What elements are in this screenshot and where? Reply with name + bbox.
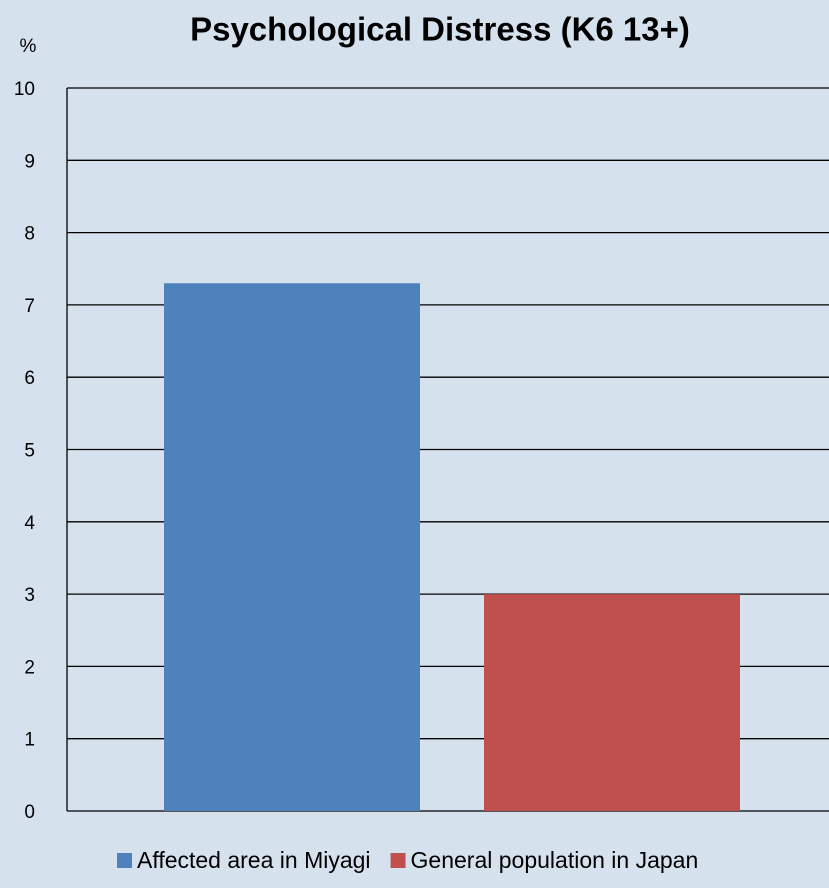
y-tick-label: 6: [24, 368, 35, 389]
bar: [164, 283, 420, 812]
bar: [484, 594, 740, 811]
y-tick-label: 1: [24, 730, 35, 751]
y-tick-label: 3: [24, 585, 35, 606]
y-tick-label: 0: [24, 802, 35, 823]
y-axis-label: %: [20, 36, 37, 57]
chart-title: Psychological Distress (K6 13+): [190, 11, 690, 48]
y-tick-label: 5: [24, 441, 35, 462]
legend-swatch: [117, 853, 132, 868]
y-tick-label: 10: [14, 79, 35, 100]
y-tick-label: 7: [24, 296, 35, 317]
y-tick-label: 8: [24, 224, 35, 245]
legend-label: General population in Japan: [411, 847, 699, 873]
y-tick-label: 4: [24, 513, 35, 534]
y-tick-label: 2: [24, 657, 35, 678]
legend-label: Affected area in Miyagi: [137, 847, 371, 873]
legend-swatch: [390, 853, 406, 868]
y-tick-label: 9: [24, 151, 35, 172]
